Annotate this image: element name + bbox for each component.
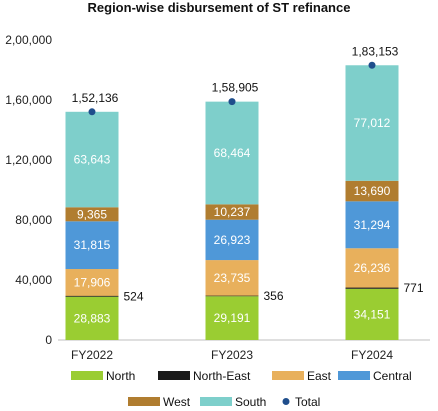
data-label-west: 9,365: [77, 207, 107, 221]
bar-segment-south: [65, 111, 119, 208]
bar-stack-fy2022: 28,883 524 17,906 31,815 9,365 63,643 1,52,136…: [65, 91, 144, 362]
legend-item-east: East: [272, 369, 332, 383]
legend-label: East: [307, 369, 332, 383]
data-label-west: 10,237: [214, 205, 251, 219]
legend-swatch: [200, 397, 232, 406]
legend-item-total: Total: [282, 395, 320, 409]
legend-swatch: [128, 397, 160, 406]
bar-segment-south: [345, 65, 399, 181]
bar-segment-north-east: [65, 295, 119, 297]
data-label-north-east: 771: [404, 281, 424, 295]
legend-swatch: [272, 371, 304, 380]
data-label-east: 23,735: [214, 271, 251, 285]
bar-segment-east: [205, 260, 259, 296]
data-label-south: 63,643: [74, 153, 111, 167]
legend-item-north: North: [71, 369, 135, 383]
legend-swatch: [338, 371, 370, 380]
bar-segment-north: [65, 296, 119, 340]
legend-label: South: [235, 395, 266, 409]
data-label-north: 29,191: [214, 311, 251, 325]
bar-stack-fy2024: 34,151 771 26,236 31,294 13,690 77,012 1,83,15…: [345, 44, 424, 362]
bar-stack-fy2023: 29,191 356 23,735 26,923 10,237 68,464 1,58,90…: [205, 81, 284, 362]
legend-label: Total: [295, 395, 320, 409]
data-label-central: 31,294: [354, 218, 391, 232]
data-label-north-east: 524: [124, 289, 144, 303]
total-label: 1,83,153: [352, 44, 399, 58]
data-label-north: 34,151: [354, 307, 391, 321]
legend-label: West: [163, 395, 191, 409]
bar-segment-central: [205, 219, 259, 261]
legend-label: North: [106, 369, 135, 383]
data-label-west: 13,690: [354, 184, 391, 198]
bar-segment-west: [65, 207, 119, 222]
legend-item-north-east: North-East: [158, 369, 251, 383]
total-label: 1,52,136: [72, 91, 119, 105]
legend-item-south: South: [200, 395, 266, 409]
data-label-east: 26,236: [354, 261, 391, 275]
data-label-north-east: 356: [264, 289, 284, 303]
legend: North North-East East Central West South Total: [71, 369, 412, 409]
total-marker: [88, 108, 96, 116]
bar-segment-north-east: [345, 287, 399, 289]
data-label-south: 77,012: [354, 116, 391, 130]
data-label-north: 28,883: [74, 311, 111, 325]
bar-segment-central: [65, 221, 119, 270]
legend-label: Central: [373, 369, 412, 383]
bar-segment-north: [345, 288, 399, 340]
legend-swatch: [158, 371, 190, 380]
total-marker: [368, 61, 376, 69]
y-tick-label: 80,000: [15, 213, 52, 227]
legend-label: North-East: [193, 369, 251, 383]
legend-item-central: Central: [338, 369, 412, 383]
bar-segment-east: [345, 248, 399, 288]
bar-segment-north: [205, 296, 259, 340]
data-label-south: 68,464: [214, 146, 251, 160]
x-tick-label: FY2023: [211, 348, 253, 362]
chart-title: Region-wise disbursement of ST refinance: [88, 0, 351, 15]
y-tick-label: 40,000: [15, 273, 52, 287]
y-tick-label: 1,20,000: [5, 153, 52, 167]
legend-marker: [282, 398, 290, 405]
legend-item-west: West: [128, 395, 191, 409]
x-tick-label: FY2024: [351, 348, 393, 362]
total-label: 1,58,905: [212, 81, 259, 95]
data-label-east: 17,906: [74, 275, 111, 289]
y-tick-label: 0: [45, 333, 52, 347]
data-label-central: 26,923: [214, 233, 251, 247]
y-axis: 0 40,000 80,000 1,20,000 1,60,000 2,00,000: [5, 33, 430, 347]
bar-segment-west: [345, 180, 399, 202]
bar-segment-south: [205, 101, 259, 205]
legend-swatch: [71, 371, 103, 380]
y-tick-label: 1,60,000: [5, 93, 52, 107]
data-label-central: 31,815: [74, 238, 111, 252]
bar-segment-east: [65, 269, 119, 296]
bar-segment-west: [205, 204, 259, 220]
total-marker: [228, 98, 236, 106]
x-tick-label: FY2022: [71, 348, 113, 362]
bar-segment-central: [345, 201, 399, 249]
y-tick-label: 2,00,000: [5, 33, 52, 47]
bars: 28,883 524 17,906 31,815 9,365 63,643 1,52,136…: [65, 44, 424, 362]
